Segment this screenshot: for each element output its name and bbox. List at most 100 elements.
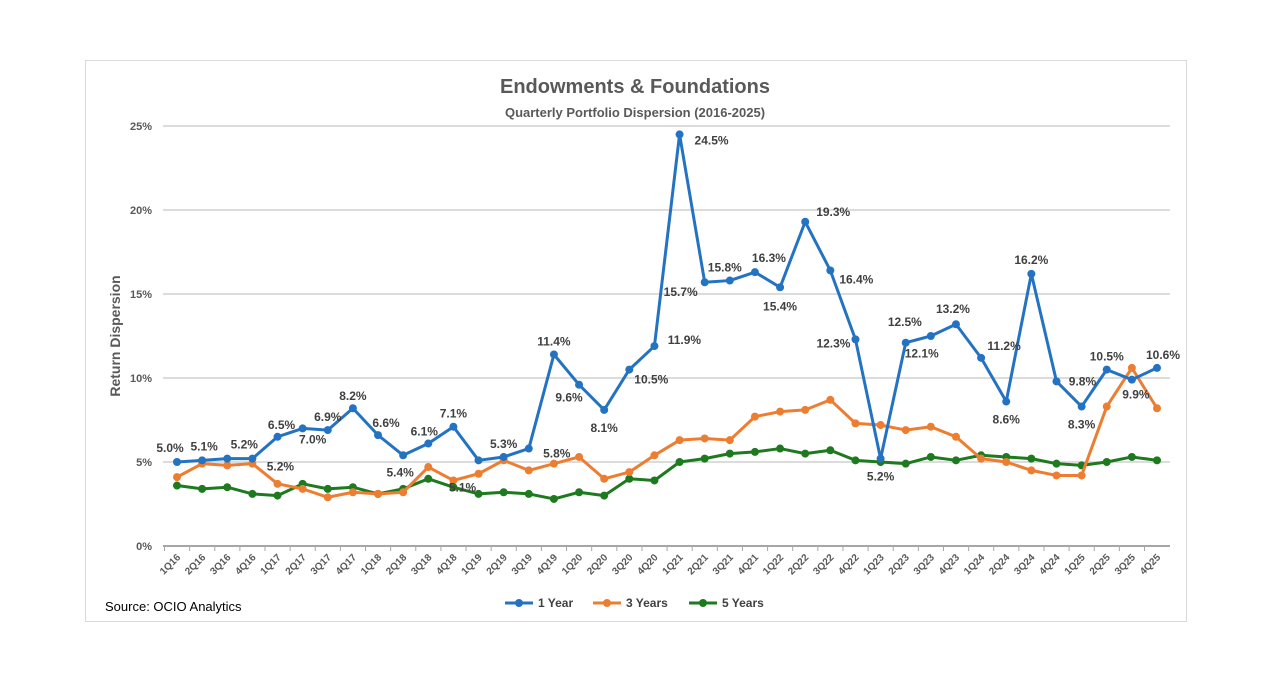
x-tick-label: 1Q18 — [359, 552, 384, 577]
data-label: 9.8% — [1069, 374, 1097, 388]
data-label: 5.2% — [231, 438, 259, 452]
data-point-5-years — [725, 449, 734, 458]
data-point-3-years — [273, 479, 282, 488]
x-tick-label: 3Q18 — [409, 552, 434, 577]
data-label: 12.5% — [888, 315, 922, 329]
x-tick-label: 4Q17 — [334, 552, 359, 577]
data-point-5-years — [851, 456, 860, 465]
data-label: 15.8% — [708, 261, 742, 275]
data-point-3-years — [575, 452, 584, 461]
data-point-1-year — [826, 266, 835, 275]
data-point-3-years — [1077, 471, 1086, 480]
data-label: 9.9% — [1122, 388, 1150, 402]
data-point-3-years — [399, 488, 408, 497]
x-tick-label: 1Q23 — [862, 552, 887, 577]
data-label: 5.8% — [543, 447, 571, 461]
data-point-1-year — [173, 458, 181, 466]
data-point-5-years — [1027, 454, 1036, 463]
data-point-5-years — [776, 444, 785, 453]
data-point-1-year — [901, 338, 910, 347]
data-point-1-year — [600, 405, 609, 414]
data-point-3-years — [549, 459, 558, 468]
data-point-5-years — [424, 474, 433, 483]
data-point-5-years — [223, 483, 232, 492]
data-point-3-years — [223, 461, 232, 470]
data-label: 8.3% — [1068, 418, 1096, 432]
data-point-1-year — [1027, 269, 1036, 278]
data-point-5-years — [1127, 452, 1136, 461]
data-label: 5.2% — [867, 470, 895, 484]
data-point-1-year — [801, 217, 810, 226]
data-point-1-year — [700, 278, 709, 287]
data-point-5-years — [926, 452, 935, 461]
data-point-1-year — [750, 268, 759, 277]
y-tick-label: 20% — [130, 205, 152, 217]
x-tick-label: 3Q22 — [811, 552, 836, 577]
data-label: 16.2% — [1014, 253, 1048, 267]
y-tick-label: 25% — [130, 121, 152, 133]
data-point-1-year — [524, 444, 533, 453]
data-point-5-years — [625, 474, 634, 483]
data-label: 5.4% — [386, 465, 414, 479]
data-point-1-year — [1153, 363, 1161, 372]
data-point-5-years — [499, 488, 508, 497]
data-point-1-year — [298, 424, 307, 433]
data-point-1-year — [399, 451, 408, 460]
data-labels: 5.0% 5.1% 5.2% 5.2% 6.5%7.0% 6.9% 8.2% 6.6% 5.4%… — [156, 133, 1180, 494]
x-tick-label: 3Q19 — [510, 552, 535, 577]
data-point-3-years — [951, 432, 960, 441]
data-point-1-year — [575, 380, 584, 389]
data-point-1-year — [977, 353, 986, 362]
data-point-5-years — [801, 449, 810, 458]
x-tick-label: 2Q22 — [786, 552, 811, 577]
data-point-5-years — [750, 447, 759, 456]
data-point-1-year — [223, 454, 232, 463]
x-tick-label: 1Q17 — [259, 552, 284, 577]
data-point-5-years — [675, 458, 684, 466]
data-point-5-years — [650, 476, 659, 485]
data-point-5-years — [323, 484, 332, 493]
data-label: 5.0% — [156, 441, 184, 455]
data-label: 11.4% — [537, 334, 571, 348]
x-tick-label: 2Q16 — [183, 552, 208, 577]
data-point-1-year — [675, 130, 684, 139]
data-point-3-years — [901, 426, 910, 435]
data-label: 15.7% — [664, 285, 698, 299]
data-point-3-years — [449, 476, 458, 485]
legend-label-3-years: 3 Years — [626, 596, 668, 610]
data-point-1-year — [926, 332, 935, 340]
data-label: 5.3% — [490, 437, 518, 451]
data-point-3-years — [1102, 402, 1111, 411]
y-tick-label: 0% — [136, 541, 152, 553]
data-label: 11.2% — [987, 339, 1021, 353]
data-point-1-year — [248, 454, 257, 463]
data-point-1-year — [1127, 375, 1136, 384]
x-tick-label: 2Q18 — [384, 552, 409, 577]
data-point-3-years — [876, 421, 885, 430]
x-tick-label: 3Q23 — [912, 552, 937, 577]
x-tick-label: 1Q22 — [761, 552, 786, 577]
x-tick-label: 2Q23 — [887, 552, 912, 577]
legend-marker-5-years — [699, 599, 707, 607]
data-point-5-years — [549, 494, 558, 503]
data-point-1-year — [323, 426, 332, 435]
data-point-3-years — [801, 405, 810, 414]
data-label: 19.3% — [816, 205, 850, 219]
x-tick-label: 1Q16 — [158, 552, 183, 577]
data-point-5-years — [1052, 459, 1061, 468]
data-label: 10.6% — [1146, 348, 1180, 362]
series-line-1-year — [176, 132, 1158, 464]
x-tick-label: 1Q25 — [1063, 552, 1088, 577]
data-point-1-year — [1102, 365, 1111, 374]
data-point-3-years — [926, 422, 935, 431]
data-label: 24.5% — [695, 133, 729, 147]
x-tick-label: 1Q24 — [962, 552, 987, 577]
data-point-5-years — [524, 489, 533, 498]
legend: 1 Year 3 Years 5 Years — [505, 596, 764, 610]
data-point-5-years — [173, 481, 181, 490]
data-point-1-year — [449, 422, 458, 431]
data-point-3-years — [1153, 404, 1161, 413]
data-point-3-years — [474, 469, 483, 478]
data-point-3-years — [1027, 466, 1036, 475]
x-tick-label: 3Q17 — [309, 552, 334, 577]
